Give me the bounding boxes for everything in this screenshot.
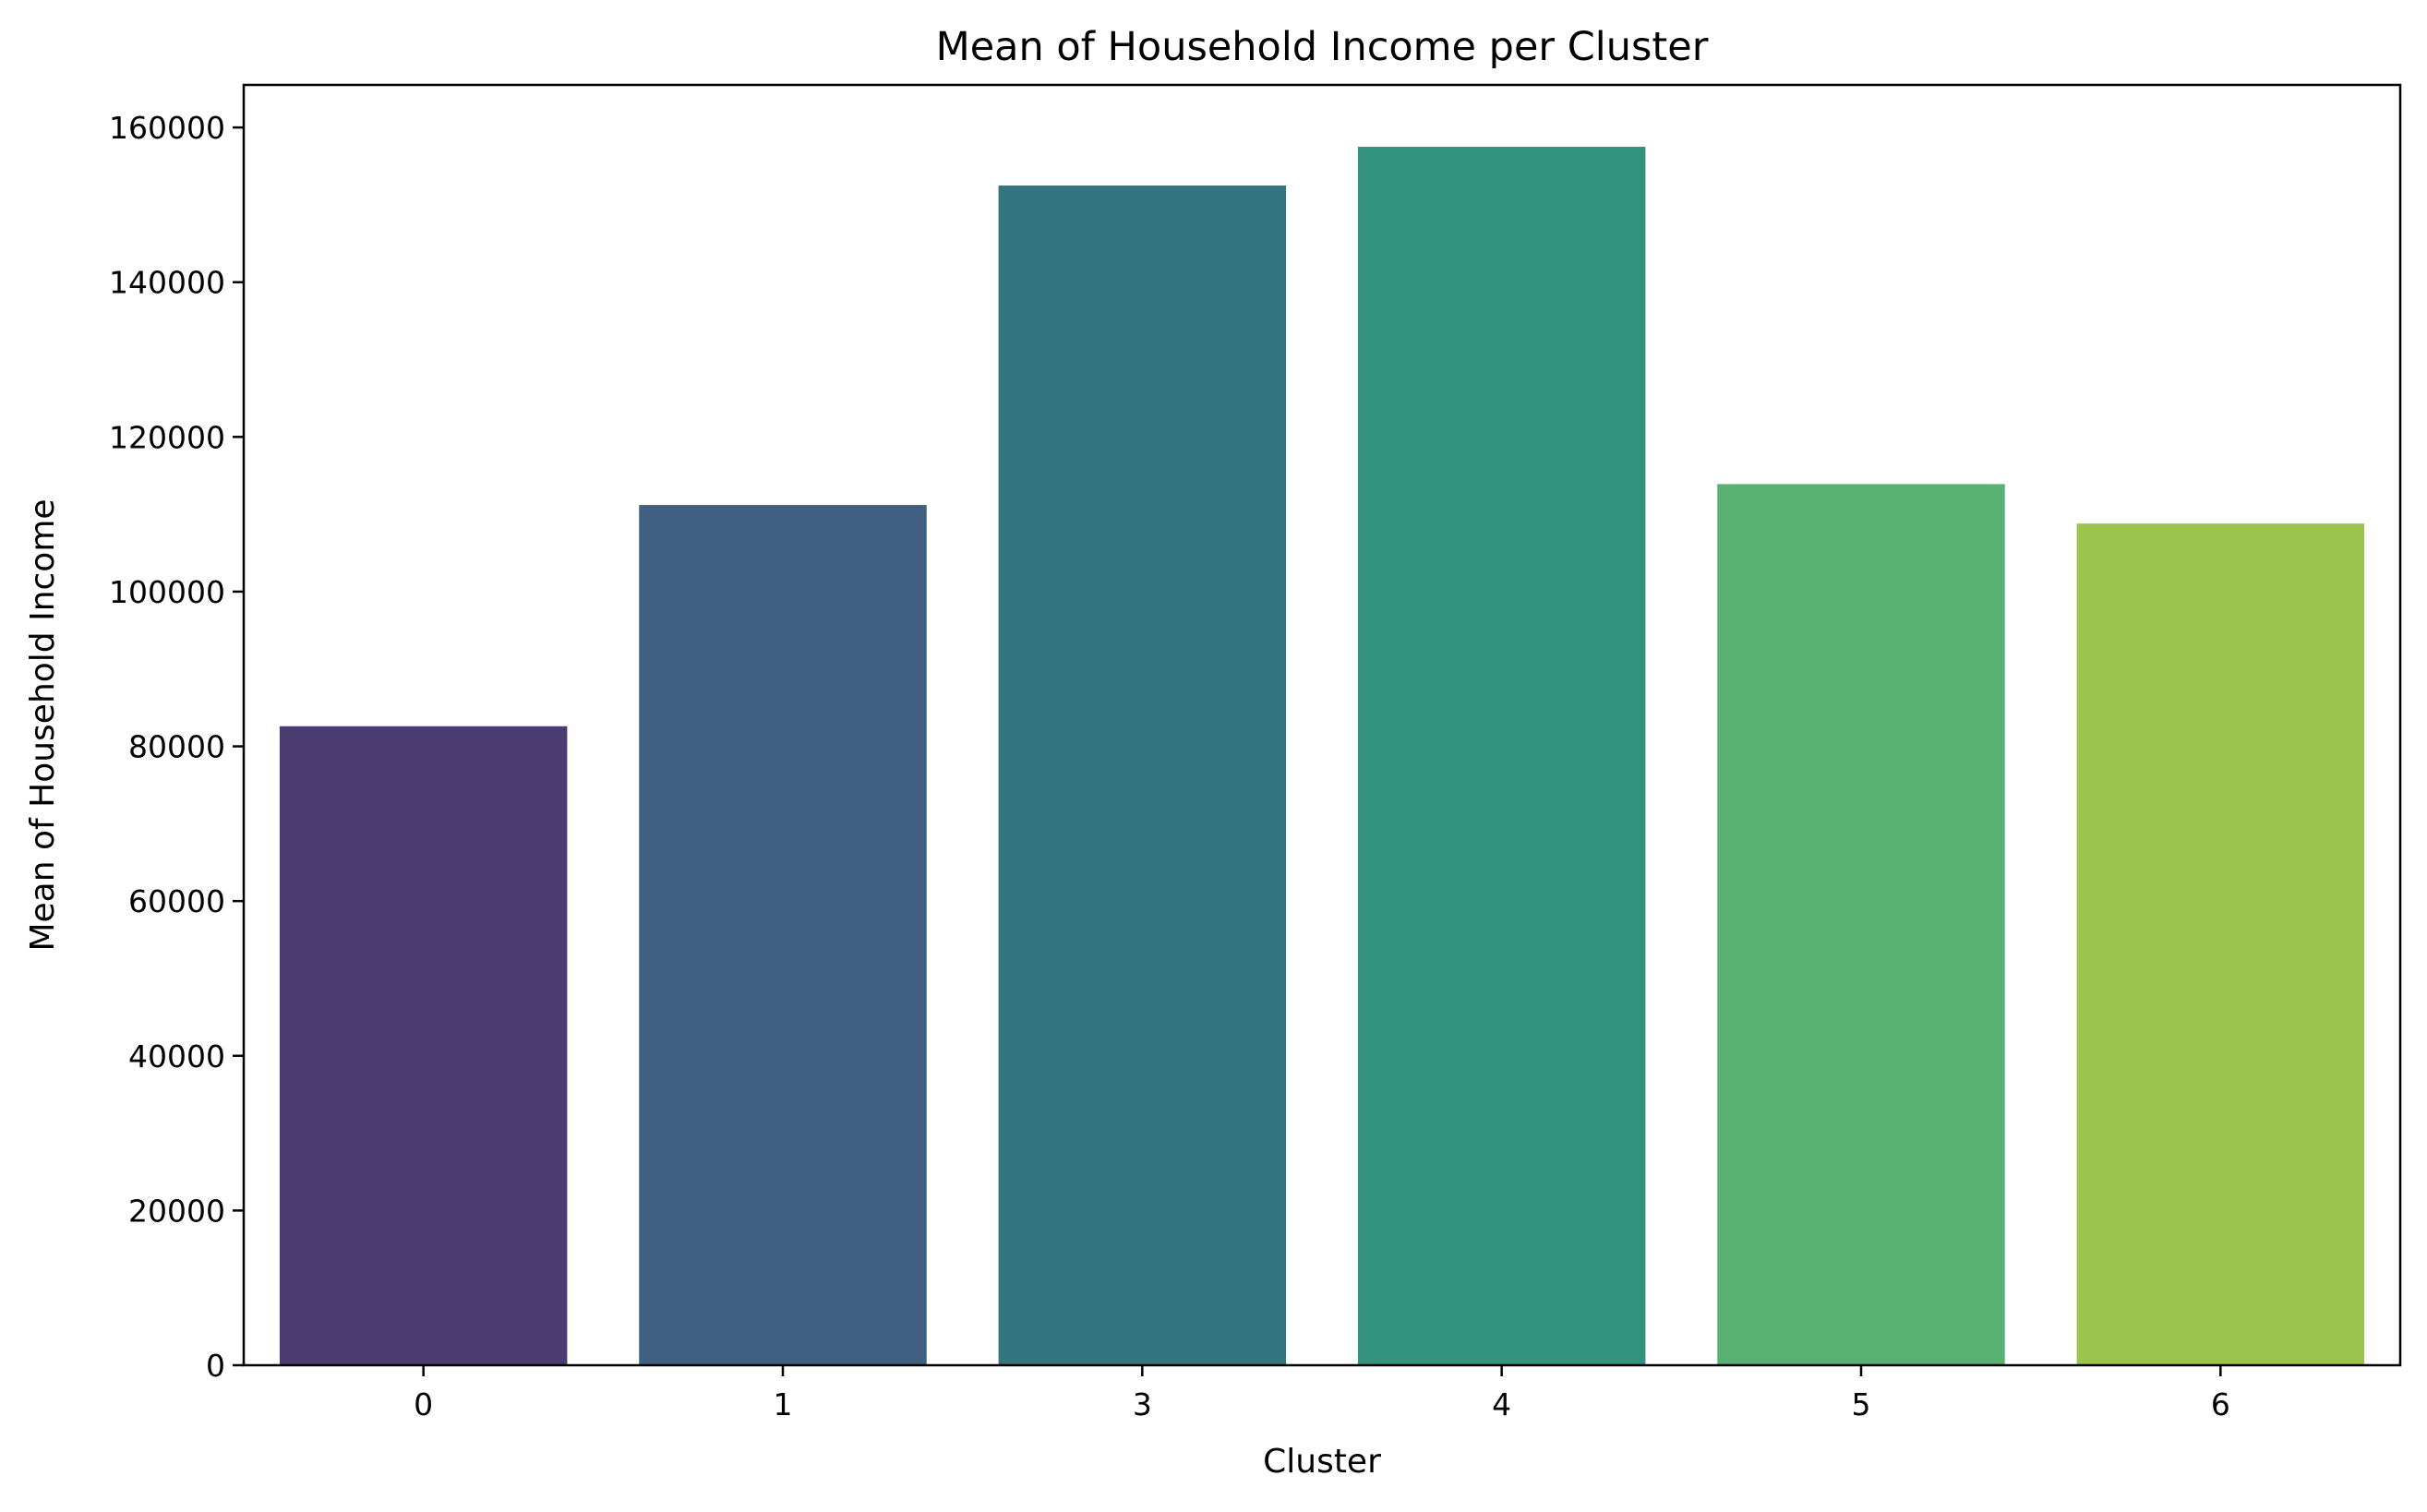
y-tick-label: 0 bbox=[206, 1348, 225, 1384]
y-tick-label: 60000 bbox=[128, 883, 225, 919]
bar-cluster-3 bbox=[998, 185, 1287, 1366]
x-tick-label: 3 bbox=[1133, 1386, 1152, 1422]
y-tick-label: 120000 bbox=[109, 419, 225, 455]
x-tick-label: 4 bbox=[1492, 1386, 1511, 1422]
x-tick-label: 0 bbox=[414, 1386, 433, 1422]
y-tick-label: 40000 bbox=[128, 1038, 225, 1074]
y-axis-label: Mean of Household Income bbox=[24, 498, 62, 951]
y-tick-label: 140000 bbox=[109, 265, 225, 301]
y-tick-label: 100000 bbox=[109, 574, 225, 610]
y-tick-label: 160000 bbox=[109, 110, 225, 146]
bar-cluster-6 bbox=[2076, 523, 2365, 1365]
y-axis-ticks: 0 20000 40000 60000 80000 100000 120000 140000 1… bbox=[109, 110, 244, 1384]
x-tick-label: 5 bbox=[1852, 1386, 1871, 1422]
chart-title: Mean of Household Income per Cluster bbox=[936, 24, 1709, 70]
bar-cluster-1 bbox=[639, 505, 927, 1365]
x-tick-label: 6 bbox=[2211, 1386, 2230, 1422]
y-tick-label: 80000 bbox=[128, 729, 225, 765]
bar-cluster-4 bbox=[1357, 147, 1646, 1366]
x-axis-label: Cluster bbox=[1263, 1443, 1381, 1481]
x-axis-ticks: 0 1 3 4 5 6 bbox=[414, 1365, 2230, 1422]
plot-frame bbox=[242, 83, 2402, 1367]
bar-cluster-0 bbox=[279, 726, 568, 1365]
bar-cluster-5 bbox=[1717, 484, 2005, 1365]
y-tick-label: 20000 bbox=[128, 1193, 225, 1229]
bars-layer bbox=[279, 147, 2365, 1366]
x-tick-label: 1 bbox=[774, 1386, 793, 1422]
